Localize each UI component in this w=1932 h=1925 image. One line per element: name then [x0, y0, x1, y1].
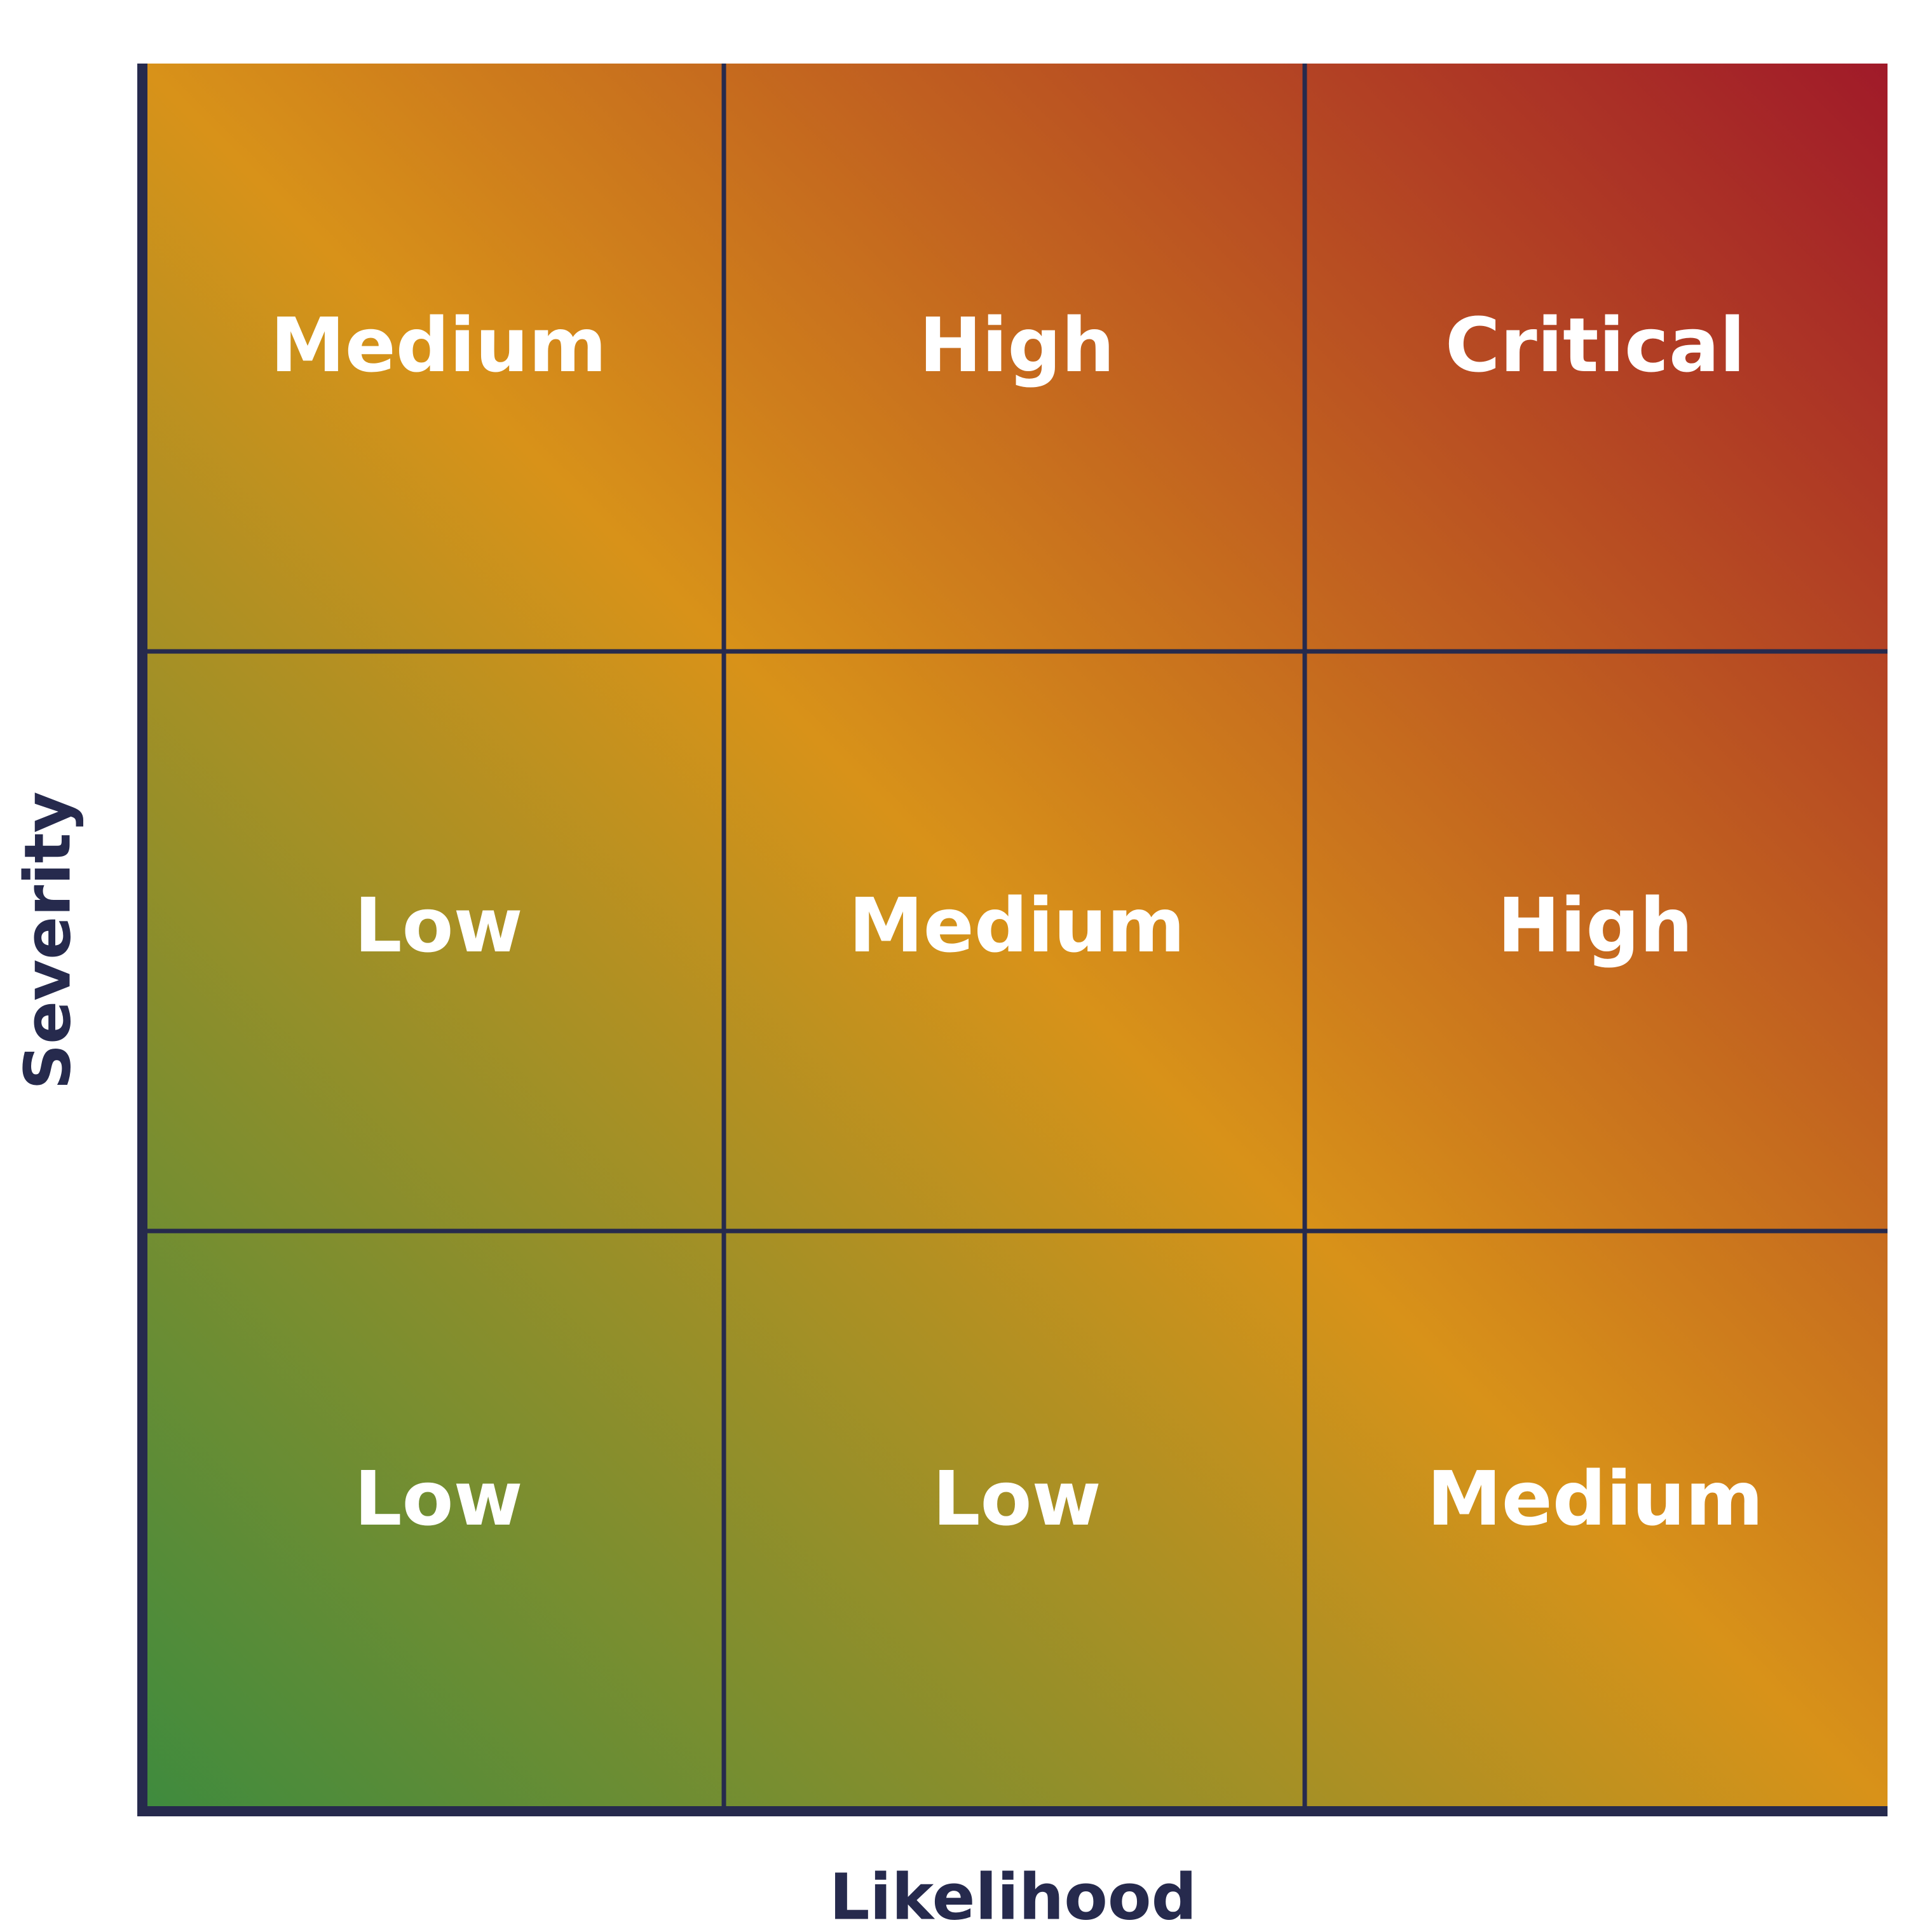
cell-label: Low: [354, 1455, 522, 1542]
cell-label: High: [1497, 881, 1693, 969]
matrix-background: [142, 64, 1888, 1811]
y-axis-title: Severity: [10, 791, 85, 1089]
cell-label: Low: [932, 1455, 1101, 1542]
cell-label: Medium: [848, 881, 1185, 969]
grid-lines: [142, 64, 1888, 1811]
cell-label: Low: [354, 881, 522, 969]
cell-label: Medium: [270, 301, 606, 389]
cell-label: High: [919, 301, 1115, 389]
x-axis-title: Likelihood: [829, 1860, 1197, 1925]
cell-label: Critical: [1445, 301, 1745, 389]
cell-label: Medium: [1427, 1455, 1763, 1542]
